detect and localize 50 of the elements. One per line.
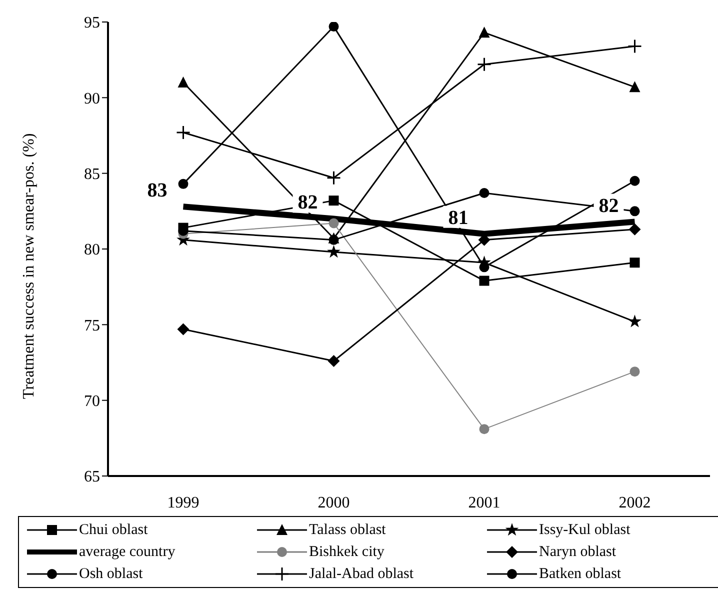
legend-label: Osh oblast bbox=[79, 566, 143, 582]
point bbox=[628, 223, 641, 236]
legend-label: average country bbox=[79, 544, 176, 560]
legend-label: Jalal-Abad oblast bbox=[309, 566, 414, 582]
y-tick-label: 80 bbox=[84, 242, 100, 259]
legend-label: Batken oblast bbox=[539, 566, 622, 582]
point bbox=[478, 26, 490, 38]
point bbox=[630, 206, 640, 216]
y-tick-label: 85 bbox=[84, 166, 100, 184]
legend-label: Talass oblast bbox=[309, 522, 386, 538]
y-tick-label: 70 bbox=[84, 393, 100, 410]
point bbox=[479, 262, 490, 272]
point bbox=[327, 245, 340, 258]
point bbox=[328, 196, 339, 206]
point bbox=[176, 125, 190, 140]
point bbox=[630, 366, 640, 377]
y-axis-title: Treatment success in new smear-pos. (%) bbox=[20, 133, 38, 399]
point bbox=[326, 170, 341, 186]
point bbox=[328, 354, 340, 367]
x-tick-label: 2001 bbox=[468, 494, 500, 512]
y-tick-label: 65 bbox=[84, 468, 100, 486]
y-tick-label: 75 bbox=[84, 317, 100, 334]
point bbox=[178, 178, 188, 189]
legend-label: Bishkek city bbox=[309, 544, 384, 560]
point bbox=[479, 188, 490, 198]
data-label: 81 bbox=[448, 206, 468, 229]
point bbox=[328, 22, 339, 32]
data-label: 82 bbox=[598, 194, 619, 217]
y-tick-label: 95 bbox=[84, 14, 100, 32]
point bbox=[328, 218, 339, 228]
point bbox=[630, 176, 640, 186]
point bbox=[479, 424, 490, 434]
x-tick-label: 2000 bbox=[318, 494, 350, 512]
x-tick-label: 1999 bbox=[167, 494, 200, 512]
x-tick-label: 2002 bbox=[618, 494, 651, 512]
data-label: 82 bbox=[298, 192, 318, 214]
legend-label: Issy-Kul oblast bbox=[539, 522, 630, 538]
point bbox=[628, 38, 642, 54]
legend-label: Naryn oblast bbox=[539, 544, 616, 560]
legend-label: Chui oblast bbox=[79, 522, 148, 538]
point bbox=[628, 314, 642, 328]
point bbox=[178, 76, 189, 88]
data-label: 83 bbox=[147, 180, 168, 202]
point bbox=[328, 234, 339, 245]
point bbox=[177, 323, 190, 336]
point bbox=[477, 57, 492, 72]
point bbox=[479, 276, 490, 286]
y-tick-label: 90 bbox=[84, 90, 100, 108]
point bbox=[629, 81, 640, 92]
point bbox=[630, 258, 640, 268]
